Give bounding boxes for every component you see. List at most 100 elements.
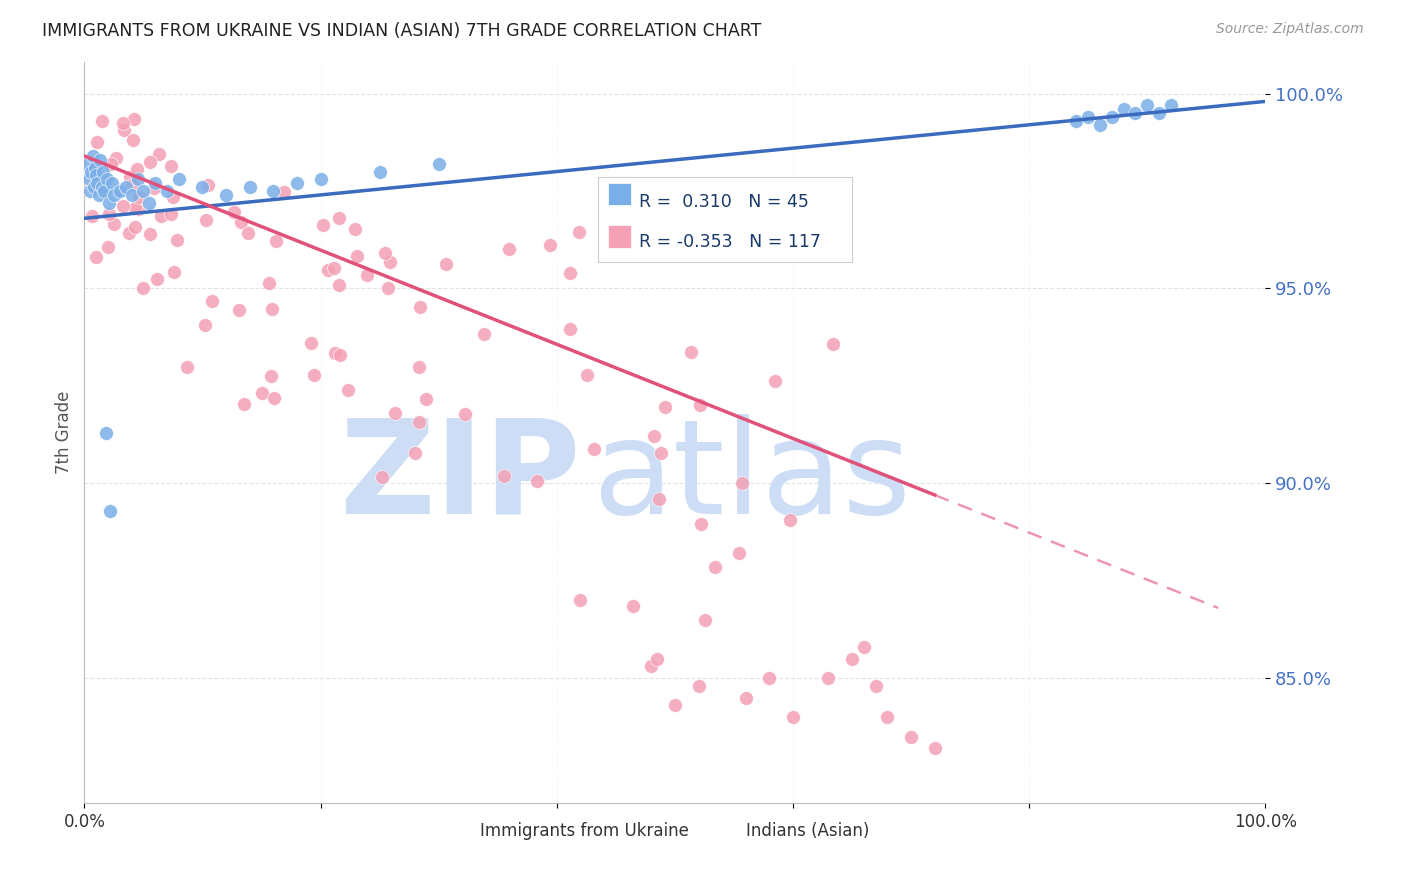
Point <box>876 710 898 724</box>
Point <box>404 446 426 460</box>
Point <box>304 368 326 383</box>
Point <box>560 322 582 336</box>
Point <box>100 176 122 190</box>
Point <box>266 234 288 248</box>
Point <box>679 344 702 359</box>
Point <box>233 397 256 411</box>
Bar <box>607 183 631 205</box>
Point <box>159 160 181 174</box>
Point <box>285 176 308 190</box>
Point <box>380 255 402 269</box>
Point <box>1088 118 1111 132</box>
Point <box>782 710 804 724</box>
Point <box>86 135 108 149</box>
Point <box>98 207 121 221</box>
Point <box>640 659 662 673</box>
Point <box>408 300 430 314</box>
Point <box>758 671 780 685</box>
Bar <box>716 822 738 840</box>
Point <box>79 184 101 198</box>
Point <box>94 425 117 440</box>
Point <box>176 359 198 374</box>
Point <box>111 199 134 213</box>
Point <box>103 217 125 231</box>
Point <box>472 326 495 341</box>
Point <box>162 190 184 204</box>
Point <box>1147 106 1170 120</box>
Point <box>98 503 121 517</box>
Point <box>299 336 322 351</box>
Point <box>1160 98 1182 112</box>
Point <box>150 209 173 223</box>
Point <box>1112 102 1135 116</box>
Text: Source: ZipAtlas.com: Source: ZipAtlas.com <box>1216 22 1364 37</box>
Y-axis label: 7th Grade: 7th Grade <box>55 391 73 475</box>
Point <box>127 202 149 216</box>
Point <box>346 249 368 263</box>
Point <box>568 225 591 239</box>
Point <box>309 172 332 186</box>
Point <box>560 266 582 280</box>
Point <box>384 406 406 420</box>
Point <box>112 122 135 136</box>
Point <box>100 157 122 171</box>
Point <box>538 238 561 252</box>
Point <box>821 337 844 351</box>
Bar <box>607 226 631 247</box>
Point <box>427 157 450 171</box>
Point <box>250 385 273 400</box>
Point <box>368 164 391 178</box>
Point <box>128 189 150 203</box>
Text: ZIP: ZIP <box>339 414 581 541</box>
Point <box>236 227 259 241</box>
Point <box>124 201 146 215</box>
Point <box>97 240 120 254</box>
Point <box>1101 110 1123 124</box>
Point <box>1125 106 1147 120</box>
Point <box>328 211 350 226</box>
Point <box>166 233 188 247</box>
Point <box>377 281 399 295</box>
Point <box>191 180 214 194</box>
Point <box>215 188 238 202</box>
Point <box>336 383 359 397</box>
Point <box>731 475 754 490</box>
Point <box>77 172 100 186</box>
Point <box>703 559 725 574</box>
Point <box>197 178 219 192</box>
Point <box>77 157 100 171</box>
Text: Immigrants from Ukraine: Immigrants from Ukraine <box>479 822 689 840</box>
Point <box>194 318 217 332</box>
Point <box>143 181 166 195</box>
Point <box>1077 110 1099 124</box>
Point <box>323 260 346 275</box>
Point <box>103 188 125 202</box>
Point <box>239 180 262 194</box>
Point <box>569 593 592 607</box>
Point <box>1066 114 1088 128</box>
Point <box>370 470 392 484</box>
Bar <box>450 822 472 840</box>
Point <box>84 250 107 264</box>
Point <box>262 184 284 198</box>
Text: atlas: atlas <box>592 414 911 541</box>
Point <box>124 219 146 234</box>
Point <box>654 400 676 414</box>
Point <box>148 146 170 161</box>
Point <box>374 245 396 260</box>
Point <box>104 152 127 166</box>
Text: R =  0.310   N = 45: R = 0.310 N = 45 <box>640 193 810 211</box>
Point <box>112 116 135 130</box>
Point <box>688 679 710 693</box>
Point <box>145 272 167 286</box>
Point <box>924 741 946 756</box>
Point <box>312 218 335 232</box>
Point <box>91 180 114 194</box>
Point <box>575 368 598 383</box>
Point <box>650 446 672 460</box>
Point <box>156 184 179 198</box>
Point <box>121 178 143 192</box>
Point <box>132 281 155 295</box>
Point <box>195 212 218 227</box>
Point <box>118 227 141 241</box>
